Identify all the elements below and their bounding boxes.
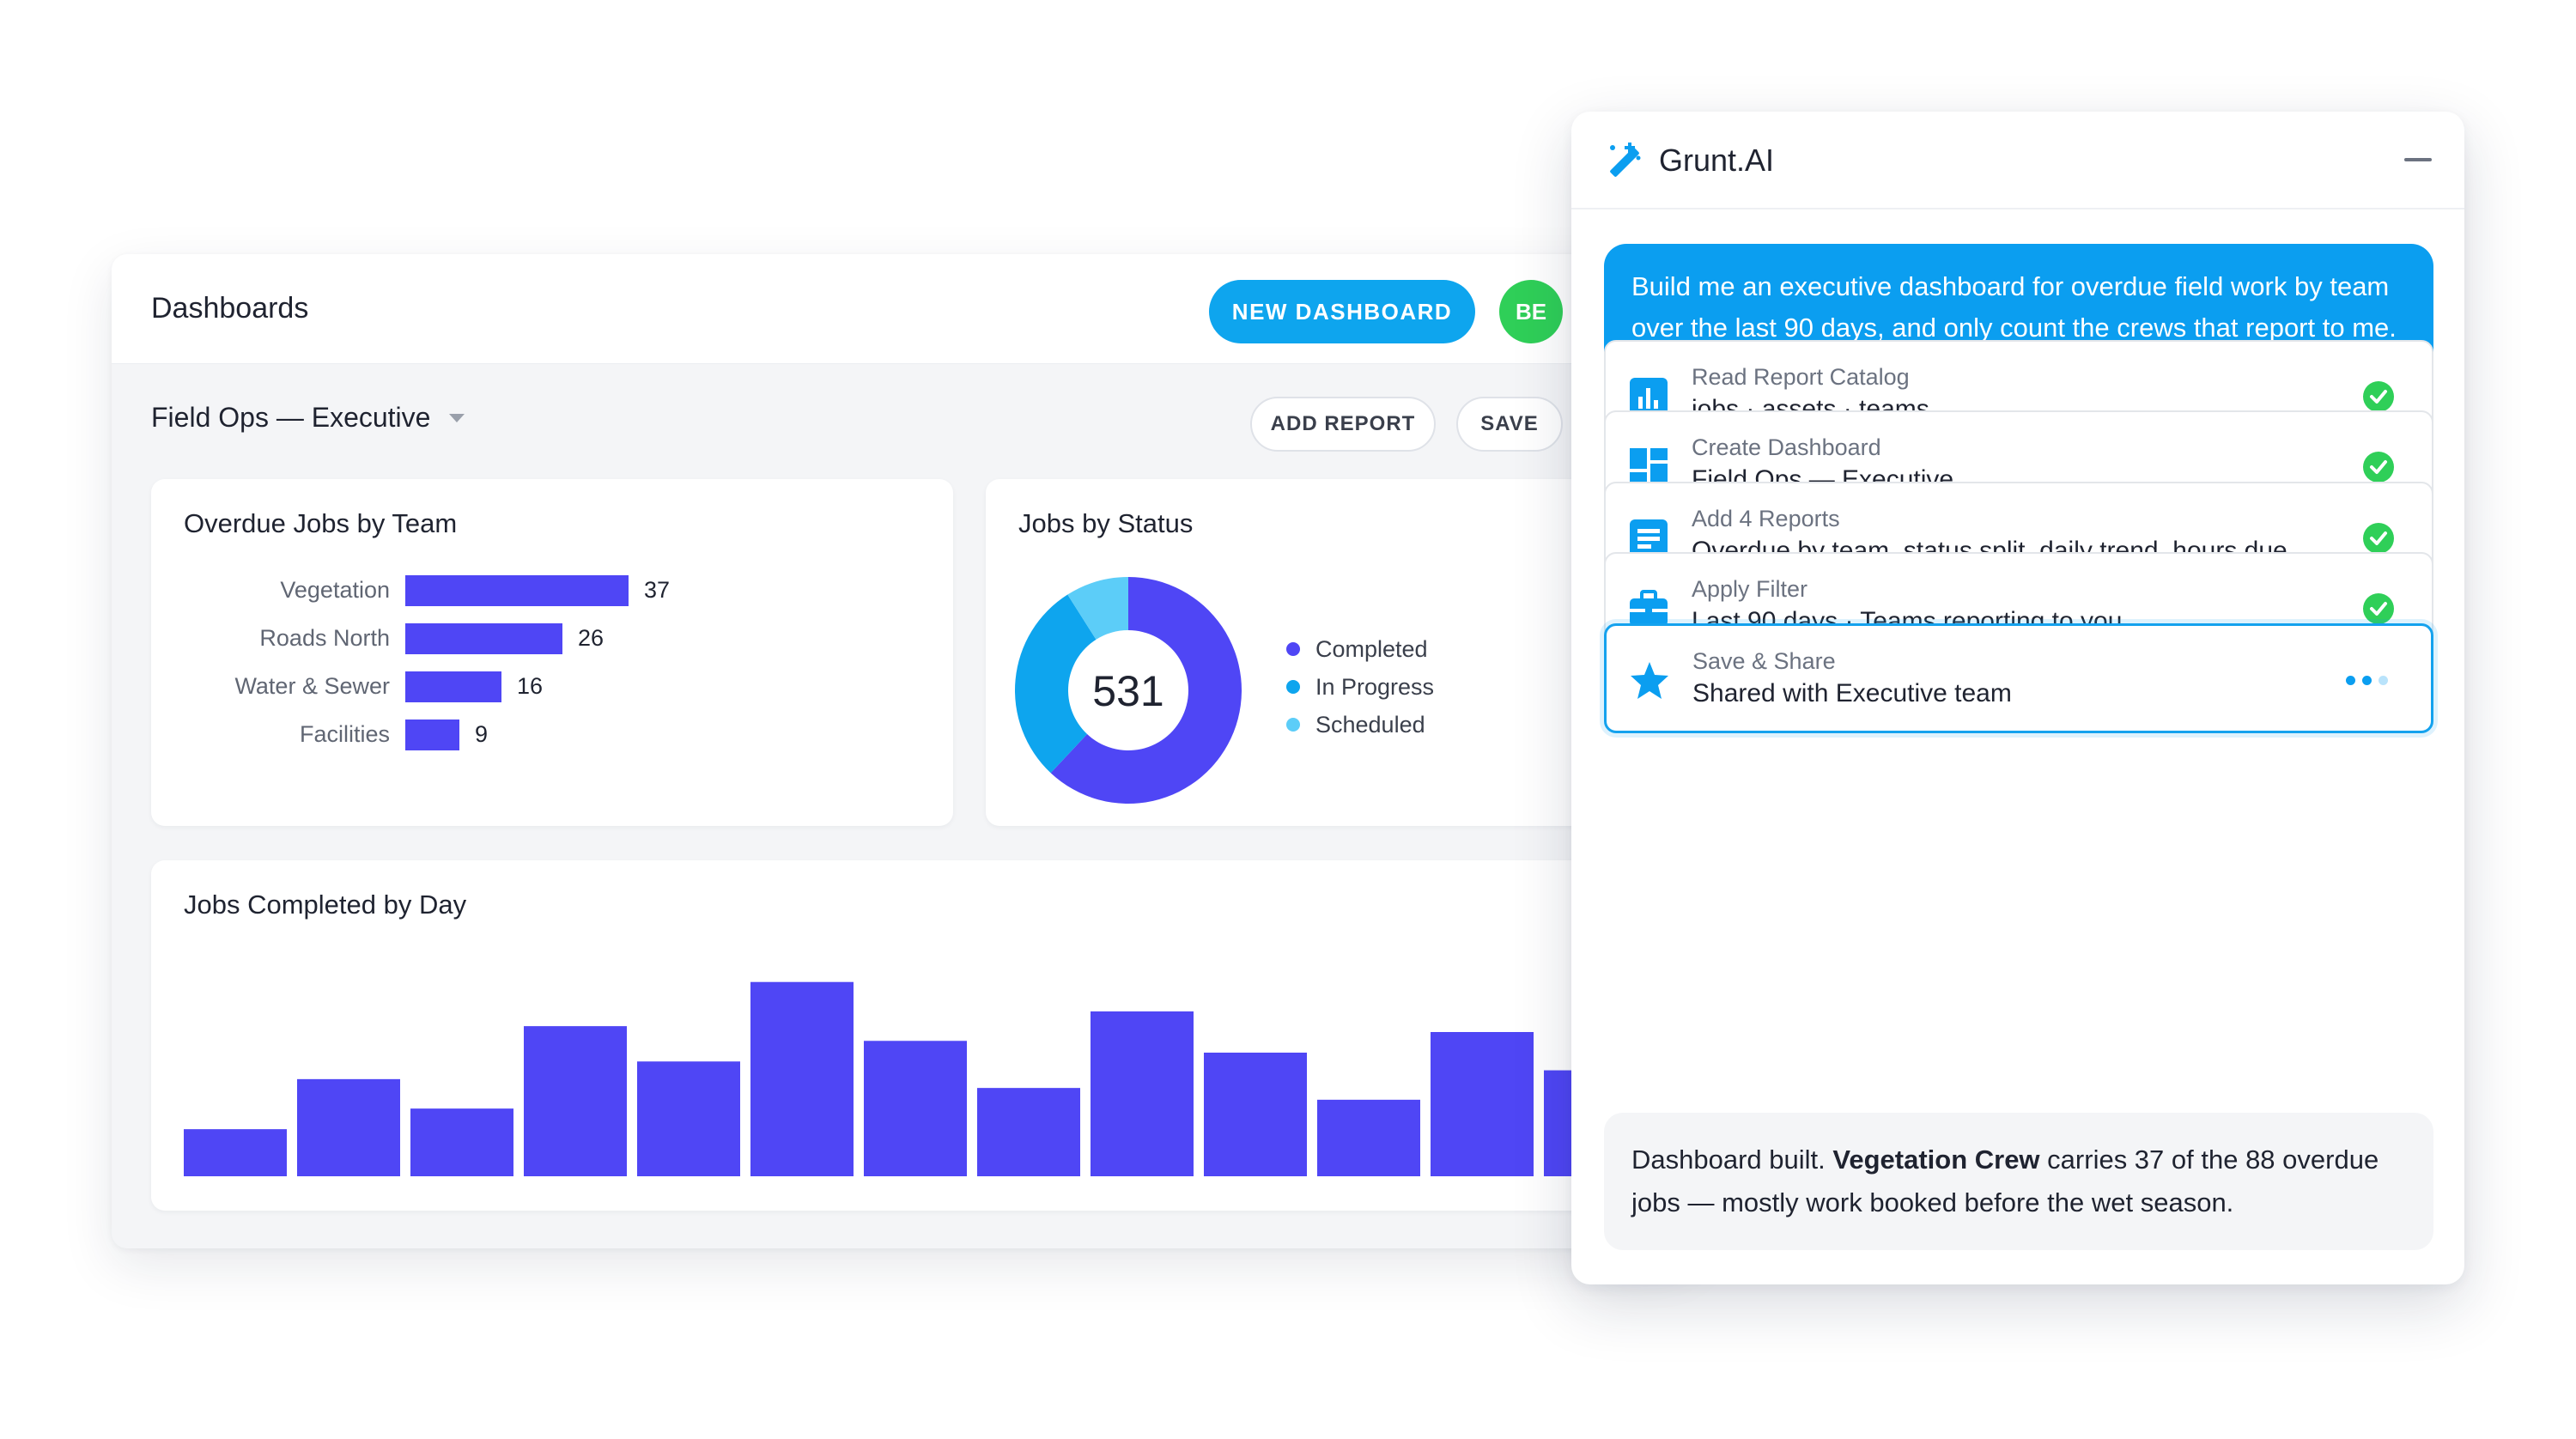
donut-slice-completed[interactable] — [1050, 577, 1242, 804]
legend-dot — [1286, 642, 1300, 656]
bar-category-label: Facilities — [299, 721, 390, 747]
summary-prefix: Dashboard built. — [1631, 1145, 1833, 1175]
overdue-bar[interactable] — [405, 575, 629, 606]
ai-step-title: Read Report Catalog — [1692, 364, 1910, 390]
loading-dots-icon — [2346, 676, 2388, 685]
summary-suffix: carries 37 of the 88 overdue jobs — most… — [1631, 1145, 2379, 1217]
magic-wand-icon — [1610, 143, 1641, 177]
day-bar[interactable] — [410, 1108, 513, 1176]
jobs-completed-title: Jobs Completed by Day — [184, 890, 467, 920]
day-bar[interactable] — [1317, 1099, 1420, 1176]
jobs-by-status-title: Jobs by Status — [1018, 508, 1194, 538]
ai-panel-title: Grunt.AI — [1659, 143, 1775, 178]
day-bar[interactable] — [184, 1129, 287, 1176]
legend-dot — [1286, 718, 1300, 732]
donut-slice-in-progress[interactable] — [1015, 594, 1097, 774]
report-icon — [1630, 519, 1668, 557]
donut-center-total: 531 — [1092, 667, 1163, 715]
summary-highlight: Vegetation Crew — [1832, 1145, 2040, 1175]
donut-slice-scheduled[interactable] — [1067, 577, 1128, 640]
legend-dot — [1286, 680, 1300, 694]
ai-step-detail: Shared with Executive team — [1692, 679, 2012, 707]
ai-step-title: Apply Filter — [1692, 576, 1808, 602]
check-icon — [2363, 593, 2394, 624]
day-bar[interactable] — [524, 1026, 627, 1176]
day-bar[interactable] — [977, 1088, 1080, 1176]
legend-label: Scheduled — [1315, 711, 1425, 738]
bar-category-label: Vegetation — [280, 577, 390, 603]
check-icon — [2363, 381, 2394, 412]
legend-item: Scheduled — [1286, 706, 1434, 744]
day-bar[interactable] — [637, 1061, 740, 1176]
ai-step-title: Create Dashboard — [1692, 434, 1881, 460]
check-icon — [2363, 523, 2394, 554]
ai-step-title: Add 4 Reports — [1692, 506, 1840, 531]
dashboard-selector-label: Field Ops — Executive — [151, 402, 431, 433]
chevron-down-icon — [449, 413, 465, 422]
dashboard-selector[interactable]: Field Ops — Executive — [151, 402, 465, 434]
day-bar[interactable] — [1091, 1011, 1194, 1176]
status-legend: Completed In Progress Scheduled — [1286, 630, 1434, 744]
overdue-bar[interactable] — [405, 671, 501, 702]
status-donut-chart: 531 — [1015, 577, 1242, 804]
bar-category-label: Roads North — [259, 625, 390, 651]
minimize-icon[interactable] — [2404, 158, 2432, 161]
save-button[interactable]: SAVE — [1456, 397, 1563, 452]
page-title: Dashboards — [151, 292, 309, 325]
bar-category-label: Water & Sewer — [234, 673, 390, 699]
jobs-completed-chart — [184, 981, 1647, 1176]
day-bar[interactable] — [750, 981, 854, 1176]
avatar[interactable]: BE — [1499, 280, 1563, 343]
new-dashboard-button[interactable]: NEW DASHBOARD — [1209, 280, 1475, 343]
bar-value-label: 16 — [517, 673, 544, 699]
day-bar[interactable] — [1204, 1053, 1307, 1176]
overdue-bar[interactable] — [405, 623, 562, 654]
ai-step-card[interactable]: Save & Share Shared with Executive team — [1604, 623, 2433, 733]
day-bar[interactable] — [1431, 1032, 1534, 1176]
check-icon — [2363, 452, 2394, 483]
dashboard-window: Dashboards NEW DASHBOARD BE Field Ops — … — [112, 254, 1692, 1248]
bar-value-label: 37 — [644, 577, 671, 603]
ai-panel-header: Grunt.AI — [1571, 112, 2464, 209]
legend-item: Completed — [1286, 630, 1434, 668]
briefcase-icon — [1630, 590, 1668, 626]
overdue-bar[interactable] — [405, 720, 459, 750]
legend-label: Completed — [1315, 635, 1428, 662]
jobs-completed-card: Jobs Completed by Day — [151, 860, 1692, 1211]
legend-item: In Progress — [1286, 668, 1434, 706]
overdue-jobs-title: Overdue Jobs by Team — [184, 508, 458, 538]
overdue-jobs-card: Overdue Jobs by Team Vegetation 37 Roads N… — [151, 479, 953, 826]
day-bar[interactable] — [864, 1041, 967, 1176]
ai-summary-message: Dashboard built. Vegetation Crew carries… — [1604, 1113, 2433, 1250]
bar-value-label: 9 — [475, 721, 489, 747]
dashboard-header: Dashboards NEW DASHBOARD BE — [112, 254, 1692, 364]
bar-value-label: 26 — [578, 625, 605, 651]
add-report-button[interactable]: ADD REPORT — [1250, 397, 1436, 452]
bar-chart-icon — [1630, 378, 1668, 416]
ai-step-title: Save & Share — [1692, 648, 1836, 674]
day-bar[interactable] — [297, 1078, 400, 1176]
legend-label: In Progress — [1315, 673, 1435, 700]
ai-assistant-panel: Grunt.AI Build me an executive dashboard… — [1571, 112, 2464, 1284]
star-icon — [1631, 662, 1668, 699]
